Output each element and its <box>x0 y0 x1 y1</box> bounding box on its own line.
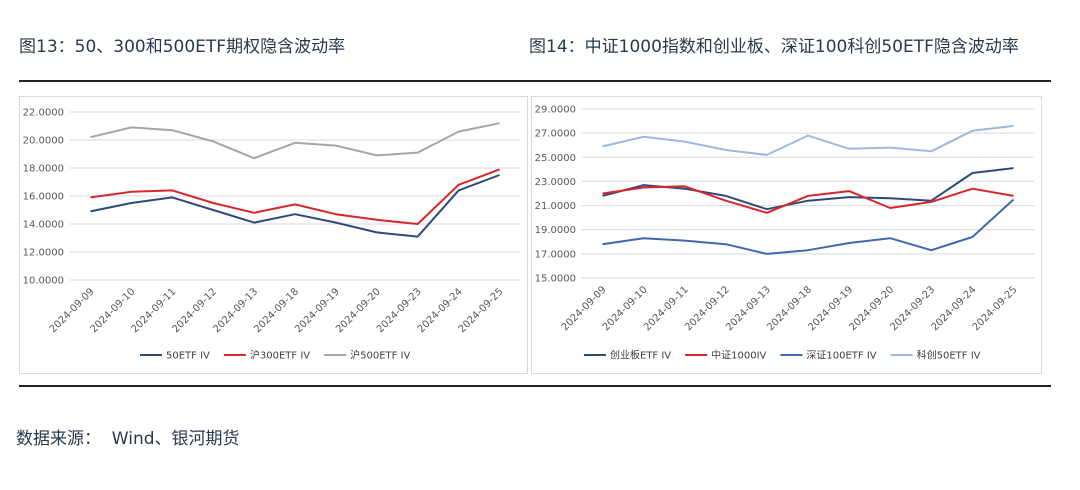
series-line-1 <box>90 174 500 238</box>
legend-label: 深证100ETF IV <box>806 350 876 362</box>
y-tick-label: 16.0000 <box>23 192 64 203</box>
y-tick-label: 23.0000 <box>535 177 576 188</box>
series-line-3 <box>602 198 1015 255</box>
data-source-note: 数据来源： Wind、银河期货 <box>16 429 240 449</box>
top-divider <box>19 80 1051 82</box>
figure-13-title: 图13：50、300和500ETF期权隐含波动率 <box>19 37 346 57</box>
figure-14-title: 图14：中证1000指数和创业板、深证100科创50ETF隐含波动率 <box>529 37 1019 57</box>
y-tick-label: 10.0000 <box>23 276 64 287</box>
y-tick-label: 27.0000 <box>535 129 576 140</box>
legend-label: 沪500ETF IV <box>350 349 410 362</box>
series-line-1 <box>602 167 1014 211</box>
y-tick-label: 12.0000 <box>23 248 64 259</box>
y-tick-label: 18.0000 <box>23 164 64 175</box>
legend-label: 科创50ETF IV <box>917 349 981 362</box>
legend-label: 中证1000IV <box>711 349 766 362</box>
y-tick-label: 29.0000 <box>535 105 576 116</box>
y-tick-label: 17.0000 <box>535 249 576 260</box>
legend-label: 沪300ETF IV <box>250 349 310 362</box>
y-tick-label: 20.0000 <box>23 136 64 147</box>
y-tick-label: 25.0000 <box>535 153 576 164</box>
series-line-2 <box>90 168 500 225</box>
series-line-3 <box>90 122 500 160</box>
y-tick-label: 15.0000 <box>535 274 576 285</box>
legend-label: 50ETF IV <box>166 351 210 362</box>
y-tick-label: 22.0000 <box>23 108 64 119</box>
y-tick-label: 19.0000 <box>535 225 576 236</box>
y-tick-label: 21.0000 <box>535 201 576 212</box>
chart-panel-right: 15.0000 17.0000 19.0000 21.0000 23.0000 25.00… <box>531 96 1042 374</box>
iv-chart-50-300-500: 10.0000 12.0000 14.0000 16.0000 18.0000 20.00… <box>23 108 520 362</box>
bottom-divider <box>19 385 1051 387</box>
series-line-4 <box>602 124 1014 156</box>
y-tick-label: 14.0000 <box>23 220 64 231</box>
series-line-2 <box>602 185 1014 214</box>
legend-label: 创业板ETF IV <box>610 349 671 362</box>
chart-panel-left: 10.0000 12.0000 14.0000 16.0000 18.0000 20.00… <box>19 96 528 374</box>
iv-chart-csi1000-chinext-szse100-star50: 15.0000 17.0000 19.0000 21.0000 23.0000 25.00… <box>535 105 1034 362</box>
